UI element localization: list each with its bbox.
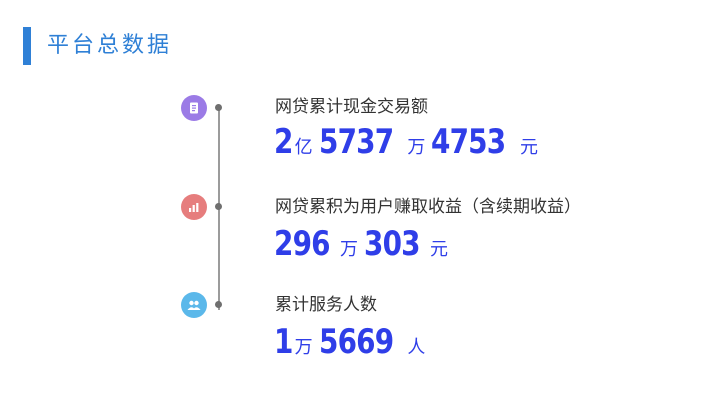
stat-value-earnings: 296 万 303 元 (274, 224, 454, 264)
stat-number: 4753 (431, 122, 506, 162)
stat-number: 5669 (318, 322, 394, 362)
stat-unit: 人 (407, 337, 426, 358)
page-title: 平台总数据 (47, 33, 173, 58)
stat-unit: 万 (407, 137, 426, 158)
users-icon (181, 292, 207, 318)
stat-unit: 元 (519, 137, 538, 158)
timeline-dot (215, 104, 222, 111)
stat-unit: 元 (429, 239, 448, 260)
stat-value-transaction: 2 亿 5737 万 4753 元 (274, 122, 544, 162)
title-accent-bar (23, 27, 31, 65)
stat-value-users: 1 万 5669 人 (274, 322, 431, 362)
stat-number: 303 (363, 224, 421, 264)
stat-number: 2 (274, 122, 293, 162)
stat-number: 296 (274, 224, 331, 264)
stat-label-earnings: 网贷累积为用户赚取收益（含续期收益） (275, 197, 581, 217)
stat-label-transaction: 网贷累计现金交易额 (275, 97, 428, 117)
timeline-dot (215, 203, 222, 210)
stat-unit: 万 (294, 337, 313, 358)
stat-number: 5737 (318, 122, 394, 162)
document-icon (181, 95, 207, 121)
bar-chart-icon (181, 194, 207, 220)
stat-unit: 万 (339, 239, 358, 260)
stat-number: 1 (274, 322, 293, 362)
stat-label-users: 累计服务人数 (275, 295, 377, 315)
timeline-dot (215, 301, 222, 308)
stat-unit: 亿 (294, 137, 313, 158)
